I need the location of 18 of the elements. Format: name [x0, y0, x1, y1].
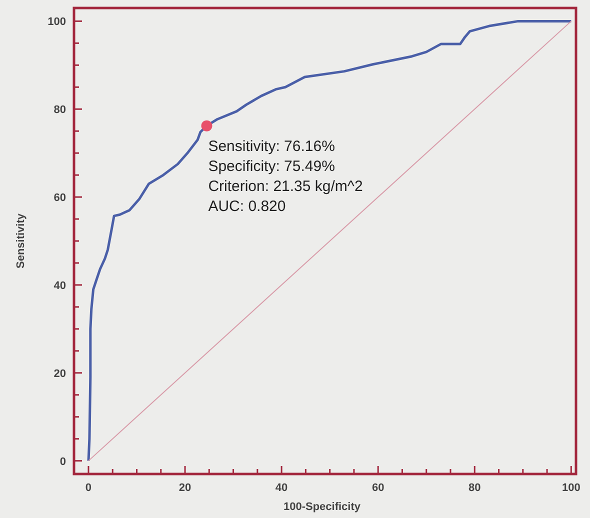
annotation: Criterion: 21.35 kg/m^2 — [208, 178, 363, 195]
annotation: Specificity: 75.49% — [208, 158, 335, 175]
x-tick-label: 80 — [468, 482, 481, 494]
y-axis-title: Sensitivity — [15, 212, 27, 269]
y-tick-label: 0 — [60, 456, 66, 468]
y-tick-label: 20 — [54, 368, 66, 380]
x-tick-label: 60 — [372, 482, 384, 494]
x-tick-label: 40 — [275, 482, 288, 494]
x-tick-label: 100 — [562, 482, 580, 494]
x-tick-label: 0 — [85, 482, 92, 494]
annotation: AUC: 0.820 — [208, 198, 286, 215]
y-tick-label: 60 — [54, 192, 66, 204]
y-tick-label: 80 — [54, 104, 66, 116]
y-tick-label: 100 — [48, 16, 66, 28]
x-tick-label: 20 — [178, 482, 192, 494]
x-axis-title: 100-Specificity — [283, 501, 362, 513]
annotation: Sensitivity: 76.16% — [208, 138, 335, 155]
y-tick-label: 40 — [54, 280, 66, 292]
